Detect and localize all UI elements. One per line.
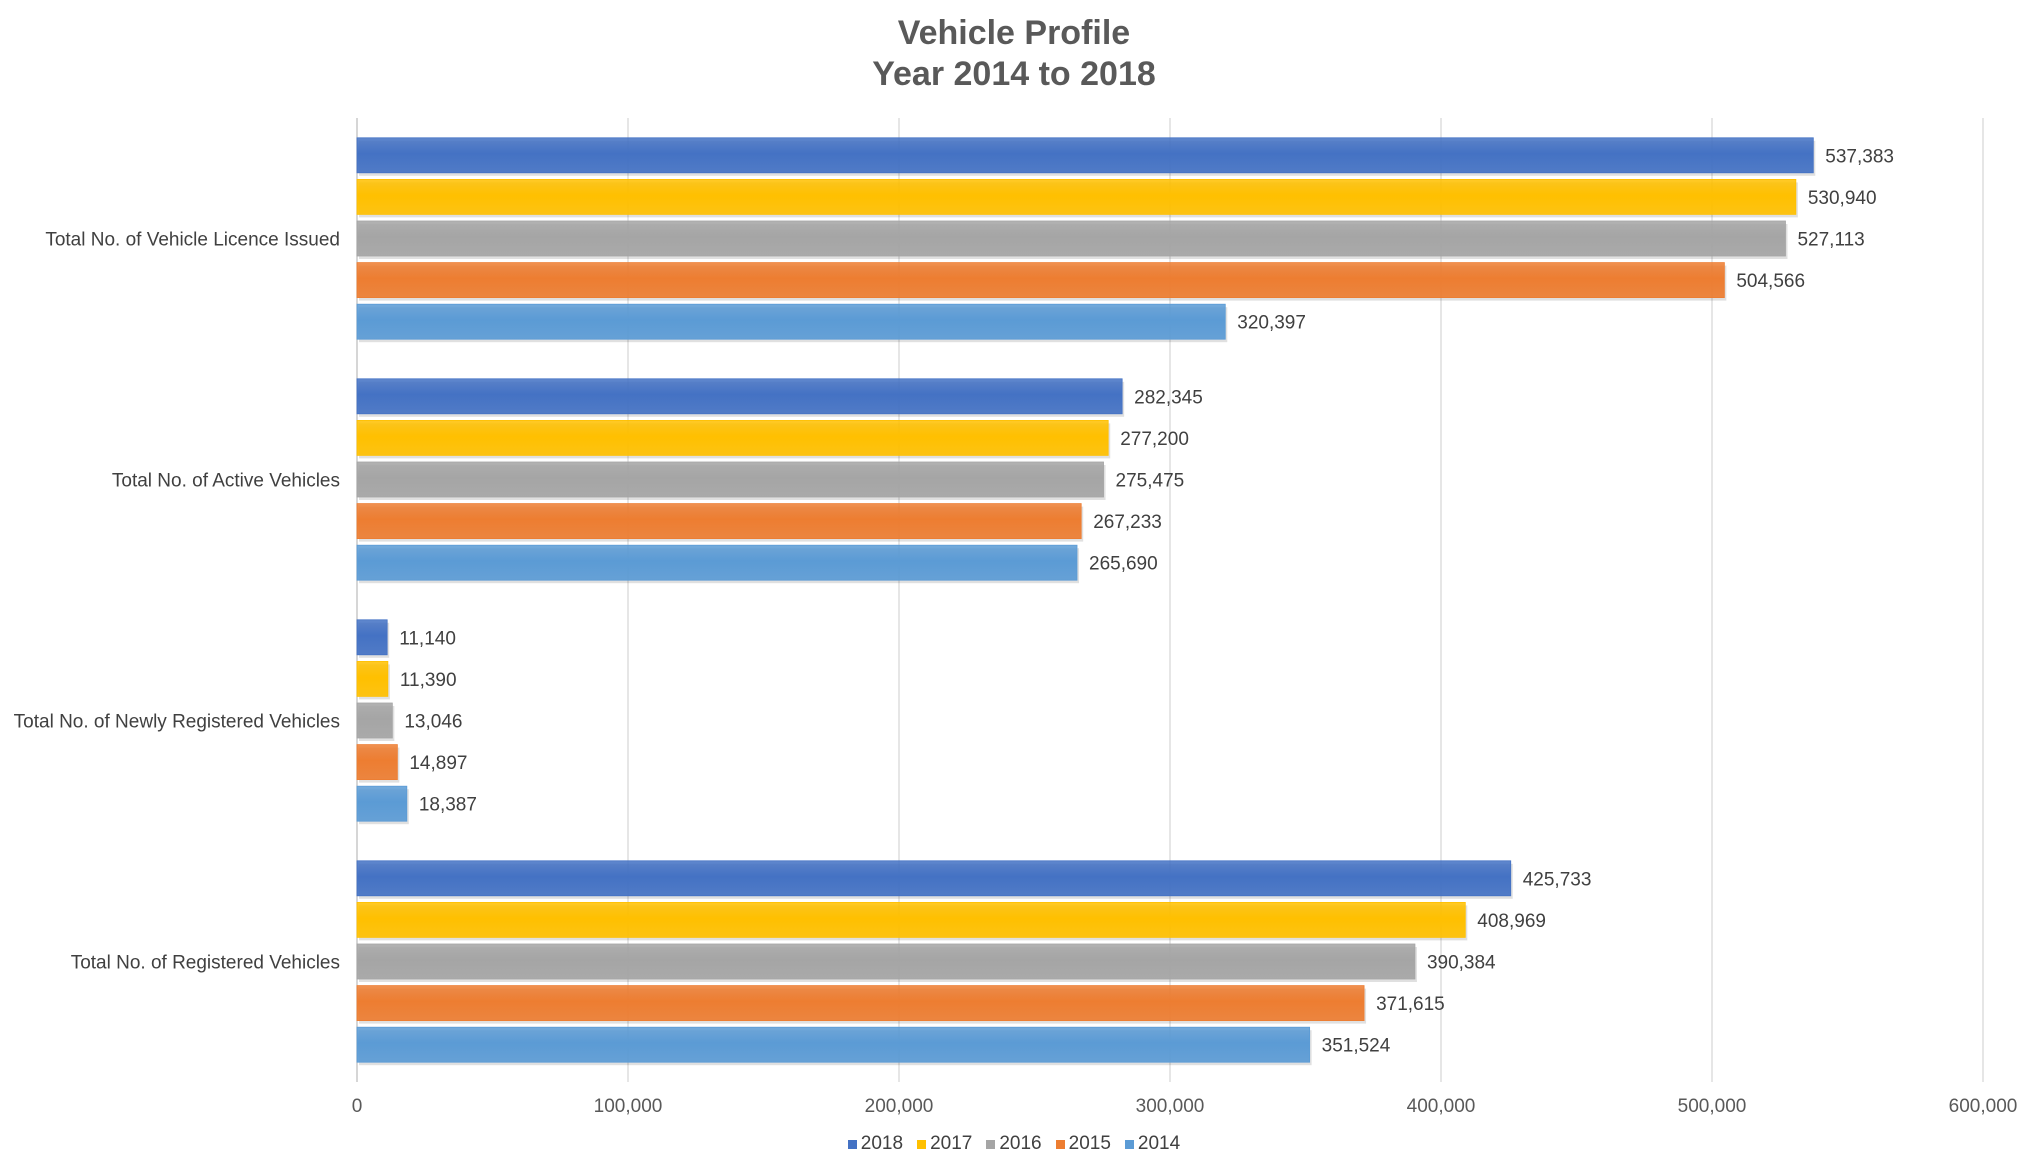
legend-item-2015: 2015	[1055, 1133, 1111, 1155]
x-axis-ticks: 0 100,000 200,000 300,000 400,000 500,000 600,…	[352, 1096, 2018, 1117]
bar-2016	[356, 943, 1416, 980]
x-tick-label: 300,000	[1136, 1096, 1205, 1117]
legend-label: 2016	[999, 1133, 1042, 1154]
data-label: 14,897	[409, 753, 467, 774]
legend-item-2017: 2017	[917, 1133, 972, 1155]
legend-swatch	[1124, 1139, 1134, 1149]
legend-label: 2014	[1137, 1133, 1181, 1154]
data-label: 18,387	[419, 795, 477, 816]
bar-2018	[356, 378, 1123, 415]
bar-2018	[356, 619, 388, 656]
category-label: Total No. of Registered Vehicles	[71, 953, 340, 974]
legend-label: 2017	[930, 1133, 973, 1154]
category-label: Total No. of Vehicle Licence Issued	[45, 230, 340, 251]
legend-label: 2015	[1068, 1133, 1111, 1154]
legend-label: 2018	[860, 1133, 904, 1154]
legend-swatch	[1055, 1139, 1065, 1149]
bar-2015	[356, 744, 398, 780]
x-tick-label: 400,000	[1407, 1096, 1476, 1117]
bar-2014	[356, 785, 408, 822]
data-label: 267,233	[1093, 512, 1162, 533]
data-label: 390,384	[1427, 953, 1496, 974]
bar-2016	[356, 461, 1104, 498]
bar-2018	[356, 137, 1814, 174]
category-labels: Total No. of Vehicle Licence Issued Total…	[14, 230, 340, 974]
data-label: 277,200	[1120, 429, 1189, 450]
bar-2014	[356, 303, 1226, 340]
x-tick-label: 100,000	[594, 1096, 663, 1117]
legend-item-2016: 2016	[986, 1133, 1042, 1155]
legend-swatch	[917, 1139, 927, 1149]
bar-2015	[356, 262, 1725, 299]
bar-2014	[356, 1026, 1311, 1063]
legend-swatch	[847, 1139, 857, 1149]
x-tick-label: 500,000	[1678, 1096, 1747, 1117]
bar-2015	[356, 503, 1082, 540]
bar-2017	[356, 902, 1466, 938]
data-label: 282,345	[1134, 387, 1203, 408]
data-labels: 537,383 530,940 527,113 504,566 320,397 282,3…	[399, 146, 1894, 1056]
legend-item-2018: 2018	[847, 1133, 904, 1155]
data-label: 530,940	[1808, 188, 1877, 209]
bar-2014	[356, 544, 1078, 581]
data-label: 527,113	[1797, 230, 1864, 251]
legend: 2018 2017 2016 2015 2014	[0, 1133, 2028, 1155]
bar-2017	[356, 419, 1109, 456]
data-label: 425,733	[1523, 869, 1592, 890]
x-tick-label: 200,000	[865, 1096, 934, 1117]
data-label: 13,046	[404, 712, 462, 733]
bar-2016	[356, 702, 393, 739]
data-label: 408,969	[1477, 911, 1546, 932]
x-tick-label: 0	[352, 1096, 363, 1117]
legend-swatch	[986, 1139, 996, 1149]
chart-title-line-2: Year 2014 to 2018	[872, 55, 1156, 93]
bar-2015	[356, 985, 1365, 1021]
category-label: Total No. of Newly Registered Vehicles	[14, 712, 340, 733]
data-label: 351,524	[1322, 1036, 1391, 1057]
data-label: 265,690	[1089, 554, 1158, 575]
data-label: 537,383	[1825, 146, 1894, 167]
bar-2017	[356, 661, 389, 697]
data-label: 11,140	[399, 628, 456, 649]
data-label: 320,397	[1237, 313, 1306, 334]
data-label: 11,390	[400, 670, 457, 691]
x-tick-label: 600,000	[1949, 1096, 2018, 1117]
data-label: 275,475	[1116, 471, 1185, 492]
bar-2018	[356, 860, 1512, 897]
legend-item-2014: 2014	[1124, 1133, 1181, 1155]
data-label: 504,566	[1736, 271, 1805, 292]
data-label: 371,615	[1376, 994, 1445, 1015]
chart-title-line-1: Vehicle Profile	[897, 14, 1131, 52]
category-label: Total No. of Active Vehicles	[112, 471, 340, 492]
bar-2016	[356, 220, 1786, 257]
bars	[356, 137, 1816, 1066]
bar-2017	[356, 178, 1797, 215]
